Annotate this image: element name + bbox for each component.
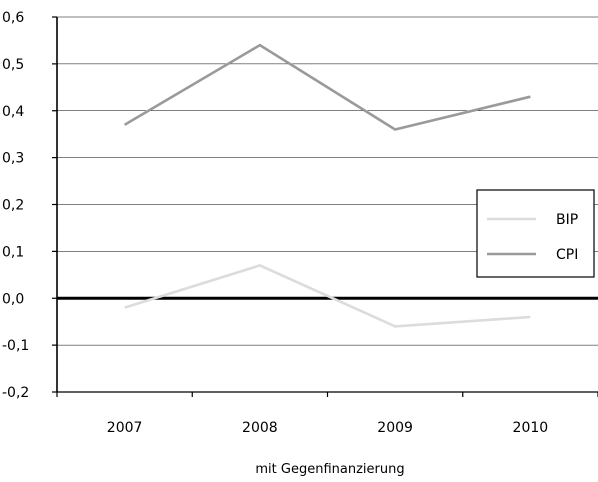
x-tick-label: 2009 <box>377 420 413 436</box>
legend-label-bip: BIP <box>556 212 578 228</box>
y-tick-label: 0,2 <box>2 198 24 214</box>
legend: BIP CPI <box>476 189 595 278</box>
y-tick-label: 0,0 <box>2 291 24 307</box>
x-tick-label: 2010 <box>513 420 549 436</box>
y-tick-label: -0,2 <box>2 385 29 401</box>
y-tick-label: -0,1 <box>2 338 29 354</box>
series-line-bip <box>124 264 531 328</box>
legend-label-cpi: CPI <box>556 247 578 263</box>
x-tick-label: 2008 <box>242 420 278 436</box>
y-tick-label: 0,5 <box>2 57 24 73</box>
x-axis-ticks: 2007 2008 2009 2010 <box>56 392 598 436</box>
legend-box <box>476 189 595 278</box>
y-axis-ticks: 0,6 0,5 0,4 0,3 0,2 0,1 0,0 -0,1 -0,2 <box>2 10 57 401</box>
x-axis-title: mit Gegenfinanzierung <box>255 462 404 477</box>
y-tick-label: 0,4 <box>2 104 24 120</box>
series-line-cpi <box>123 43 531 131</box>
x-tick-label: 2007 <box>107 420 143 436</box>
y-tick-label: 0,6 <box>2 10 24 26</box>
y-tick-label: 0,3 <box>2 151 24 167</box>
y-tick-label: 0,1 <box>2 244 24 260</box>
series-lines <box>123 43 531 328</box>
